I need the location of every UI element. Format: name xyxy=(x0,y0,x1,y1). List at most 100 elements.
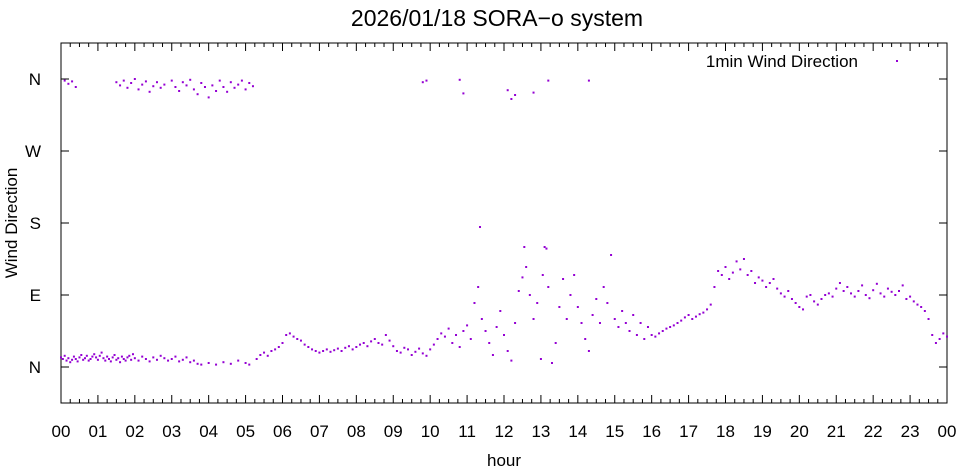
data-point xyxy=(152,356,155,359)
data-point xyxy=(189,361,192,364)
data-point xyxy=(901,284,904,287)
y-tick-label: N xyxy=(29,70,41,89)
data-point xyxy=(650,334,653,336)
data-point xyxy=(455,334,458,336)
x-tick-label: 02 xyxy=(125,422,144,441)
data-point xyxy=(920,306,923,308)
data-point xyxy=(296,338,299,340)
x-tick-label: 23 xyxy=(901,422,920,441)
data-point xyxy=(87,359,90,362)
data-point xyxy=(96,358,99,361)
data-point xyxy=(133,357,136,360)
data-point xyxy=(587,350,590,352)
data-point xyxy=(340,350,343,352)
data-point xyxy=(514,322,517,324)
data-point xyxy=(117,357,120,360)
data-point xyxy=(263,351,266,354)
data-point xyxy=(93,353,96,356)
data-point xyxy=(152,85,155,88)
data-point xyxy=(595,298,598,300)
data-point xyxy=(768,282,771,284)
data-point xyxy=(144,358,147,360)
data-point xyxy=(861,284,864,287)
data-point xyxy=(98,354,101,357)
data-point xyxy=(421,352,424,355)
data-point xyxy=(192,88,195,91)
data-point xyxy=(414,350,417,353)
data-point xyxy=(106,355,109,358)
data-point xyxy=(281,342,284,344)
data-point xyxy=(233,86,236,89)
data-point xyxy=(109,360,112,363)
data-point xyxy=(573,274,576,276)
data-point xyxy=(772,278,775,280)
data-point xyxy=(621,310,624,312)
data-point xyxy=(469,338,472,340)
data-point xyxy=(802,308,805,311)
data-point xyxy=(458,78,461,81)
data-point xyxy=(185,84,188,87)
data-point xyxy=(333,349,336,352)
data-point xyxy=(484,330,487,332)
data-point xyxy=(130,358,133,361)
data-point xyxy=(226,90,229,93)
data-point xyxy=(71,80,74,83)
data-point xyxy=(809,294,812,296)
data-point xyxy=(528,294,531,296)
data-point xyxy=(909,295,912,298)
data-point xyxy=(229,362,232,365)
data-point xyxy=(370,340,373,343)
data-point xyxy=(761,279,764,282)
x-tick-label: 13 xyxy=(531,422,550,441)
data-point xyxy=(661,330,664,332)
data-point xyxy=(503,334,505,336)
data-point xyxy=(646,326,649,328)
x-tick-label: 15 xyxy=(605,422,624,441)
data-point xyxy=(946,335,948,338)
data-point xyxy=(270,350,273,352)
data-point xyxy=(934,342,937,344)
x-tick-label: 06 xyxy=(273,422,292,441)
data-point xyxy=(598,322,601,324)
data-point xyxy=(388,339,391,342)
data-point xyxy=(499,310,502,312)
data-point xyxy=(299,339,302,342)
plot-frame xyxy=(60,42,948,404)
data-point xyxy=(432,343,435,346)
data-point xyxy=(126,356,129,359)
data-point xyxy=(285,334,288,336)
y-tick-label: S xyxy=(30,214,41,233)
data-point xyxy=(931,334,934,336)
data-point xyxy=(251,85,254,88)
x-tick-label: 12 xyxy=(495,422,514,441)
data-point xyxy=(669,326,672,328)
data-point xyxy=(244,362,247,364)
data-point xyxy=(167,359,170,362)
data-point xyxy=(137,88,140,91)
data-point xyxy=(71,358,74,361)
data-point xyxy=(425,79,428,82)
data-point xyxy=(890,290,893,293)
data-point xyxy=(403,346,406,349)
data-point xyxy=(144,80,147,83)
data-point xyxy=(912,300,915,303)
data-point xyxy=(927,318,930,320)
data-point xyxy=(731,271,734,274)
data-point xyxy=(757,276,760,279)
data-point xyxy=(218,79,221,82)
data-point xyxy=(665,327,668,330)
data-point xyxy=(100,351,103,354)
data-point xyxy=(541,274,544,276)
data-point xyxy=(163,83,166,86)
data-point xyxy=(203,86,206,88)
data-point xyxy=(240,79,243,82)
data-point xyxy=(124,359,127,362)
data-point xyxy=(569,294,572,296)
data-point xyxy=(407,348,410,351)
data-point xyxy=(776,287,779,290)
data-point xyxy=(277,346,280,348)
data-point xyxy=(211,84,214,87)
x-tick-label: 16 xyxy=(642,422,661,441)
data-point xyxy=(610,254,613,256)
